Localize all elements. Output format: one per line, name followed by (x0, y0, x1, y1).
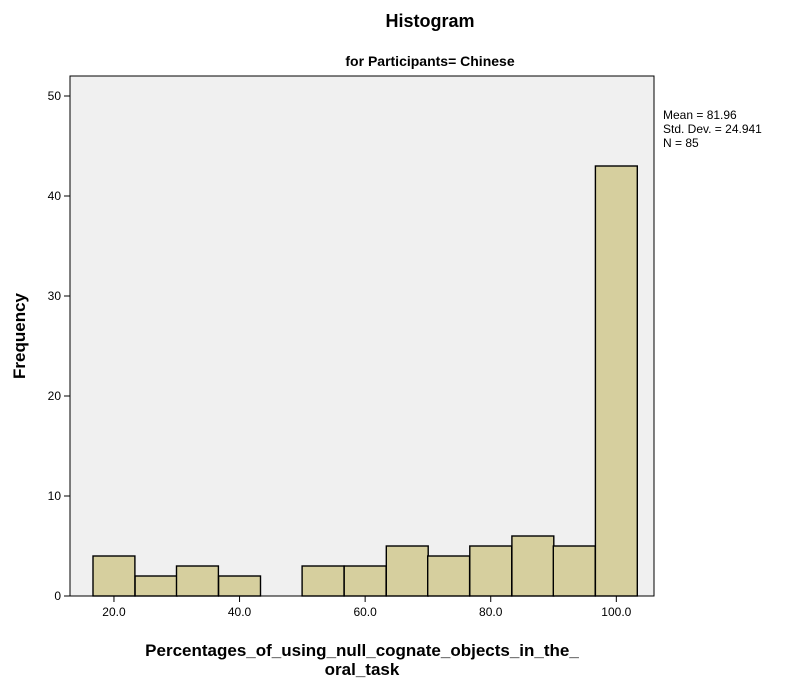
chart-subtitle: for Participants= Chinese (345, 53, 514, 69)
histogram-bar-0 (92, 555, 136, 597)
plot-frame (69, 75, 655, 597)
bars-group (92, 165, 639, 597)
x-axis: 20.0 40.0 60.0 80.0 100.0 (102, 596, 632, 619)
stats-std-dev: Std. Dev. = 24.941 (663, 122, 762, 136)
y-tick-label: 10 (48, 489, 62, 503)
histogram-bar-3 (217, 575, 262, 597)
chart-title: Histogram (385, 11, 474, 31)
histogram-bar-11 (552, 545, 596, 597)
x-tick-label: 100.0 (601, 605, 631, 619)
y-tick-label: 0 (54, 589, 61, 603)
x-tick-label: 40.0 (228, 605, 252, 619)
y-tick-label: 50 (48, 89, 62, 103)
stats-n: N = 85 (663, 136, 699, 150)
x-tick-label: 60.0 (353, 605, 377, 619)
histogram-bar-8 (427, 555, 471, 597)
histogram-bar-5 (301, 565, 345, 597)
stats-mean: Mean = 81.96 (663, 108, 737, 122)
x-tick-label: 20.0 (102, 605, 126, 619)
histogram-bar-7 (385, 545, 429, 597)
histogram-bar-1 (134, 575, 178, 597)
y-tick-label: 20 (48, 389, 62, 403)
histogram-bar-12 (594, 165, 639, 597)
y-axis-label: Frequency (10, 292, 29, 379)
y-tick-label: 40 (48, 189, 62, 203)
x-tick-label: 80.0 (479, 605, 503, 619)
y-tick-label: 30 (48, 289, 62, 303)
histogram-bar-2 (175, 565, 220, 597)
y-axis: 0 10 20 30 40 50 (48, 89, 70, 603)
plot-area (70, 76, 654, 596)
histogram-bar-6 (343, 565, 387, 597)
x-axis-label-line2: oral_task (325, 660, 400, 679)
histogram-bar-9 (469, 545, 513, 597)
x-axis-label-line1: Percentages_of_using_null_cognate_object… (145, 641, 579, 660)
histogram-bar-10 (511, 535, 555, 597)
